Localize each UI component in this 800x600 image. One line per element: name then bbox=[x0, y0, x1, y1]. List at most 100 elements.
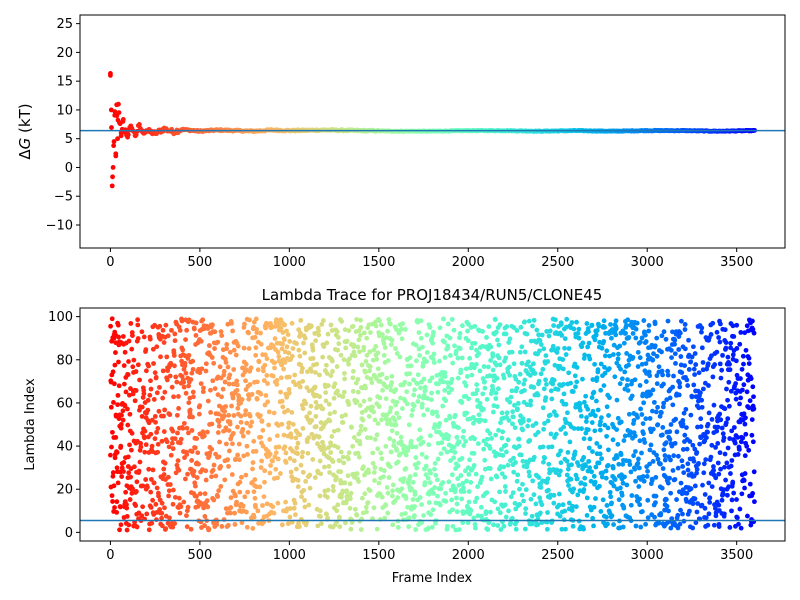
lambda-point bbox=[379, 417, 384, 423]
lambda-point bbox=[419, 502, 424, 507]
lambda-point bbox=[747, 481, 753, 487]
lambda-point bbox=[578, 480, 584, 486]
lambda-point bbox=[177, 440, 183, 446]
lambda-point bbox=[608, 494, 614, 500]
lambda-point bbox=[648, 391, 654, 397]
lambda-point bbox=[658, 461, 663, 467]
lambda-point bbox=[583, 430, 589, 436]
lambda-point bbox=[614, 455, 620, 460]
lambda-point bbox=[206, 343, 212, 348]
lambda-point bbox=[348, 490, 354, 496]
lambda-point bbox=[411, 403, 417, 409]
lambda-point bbox=[407, 474, 413, 479]
lambda-point bbox=[189, 370, 195, 376]
lambda-point bbox=[737, 341, 743, 347]
lambda-point bbox=[705, 429, 710, 435]
lambda-point bbox=[264, 320, 269, 326]
lambda-point bbox=[680, 421, 686, 427]
lambda-point bbox=[425, 475, 431, 481]
top-y-tick-label: 5 bbox=[65, 132, 73, 147]
lambda-point bbox=[201, 385, 206, 391]
lambda-point bbox=[116, 334, 122, 340]
lambda-point bbox=[512, 402, 517, 408]
lambda-point bbox=[653, 409, 659, 415]
lambda-point bbox=[684, 490, 690, 496]
lambda-point bbox=[482, 457, 488, 463]
lambda-point bbox=[139, 513, 145, 519]
lambda-point bbox=[515, 400, 521, 406]
lambda-point bbox=[178, 504, 184, 510]
lambda-point bbox=[633, 335, 639, 341]
chart-title: Lambda Trace for PROJ18434/RUN5/CLONE45 bbox=[262, 286, 603, 304]
lambda-point bbox=[124, 527, 130, 533]
lambda-point bbox=[731, 334, 737, 339]
lambda-point bbox=[574, 365, 580, 370]
lambda-point bbox=[186, 400, 192, 406]
lambda-point bbox=[644, 474, 650, 479]
lambda-point bbox=[639, 361, 645, 367]
lambda-point bbox=[457, 331, 463, 336]
lambda-point bbox=[503, 449, 509, 455]
lambda-point bbox=[227, 372, 233, 378]
lambda-point bbox=[186, 430, 191, 436]
lambda-point bbox=[424, 350, 430, 355]
lambda-point bbox=[519, 492, 525, 498]
lambda-point bbox=[380, 387, 385, 393]
lambda-point bbox=[126, 338, 132, 344]
lambda-point bbox=[302, 335, 308, 341]
lambda-point bbox=[744, 443, 750, 449]
bottom-x-tick-label: 2000 bbox=[452, 548, 485, 563]
lambda-point bbox=[575, 492, 581, 498]
lambda-point bbox=[632, 433, 638, 439]
lambda-point bbox=[372, 465, 378, 470]
lambda-point bbox=[230, 328, 236, 334]
bottom-x-tick-label: 0 bbox=[106, 548, 114, 563]
lambda-point bbox=[471, 365, 477, 371]
lambda-point bbox=[350, 443, 356, 449]
lambda-point bbox=[315, 523, 321, 529]
lambda-point bbox=[135, 322, 141, 328]
lambda-point bbox=[635, 349, 641, 355]
lambda-point bbox=[422, 388, 428, 393]
lambda-point bbox=[484, 436, 490, 442]
lambda-point bbox=[738, 525, 744, 531]
lambda-point bbox=[328, 442, 334, 448]
lambda-point bbox=[521, 381, 527, 387]
lambda-point bbox=[337, 458, 343, 464]
lambda-point bbox=[159, 515, 164, 521]
lambda-point bbox=[601, 339, 607, 344]
lambda-point bbox=[670, 402, 676, 408]
lambda-point bbox=[597, 444, 603, 450]
lambda-point bbox=[637, 383, 643, 388]
lambda-point bbox=[639, 335, 645, 341]
lambda-point bbox=[191, 468, 197, 474]
lambda-point bbox=[482, 418, 488, 424]
lambda-point bbox=[718, 466, 723, 472]
lambda-point bbox=[577, 407, 583, 413]
lambda-point bbox=[255, 367, 261, 373]
lambda-point bbox=[364, 374, 370, 380]
delta-g-point bbox=[116, 110, 122, 115]
lambda-point bbox=[466, 321, 471, 327]
lambda-point bbox=[711, 467, 717, 473]
lambda-point bbox=[367, 349, 373, 355]
lambda-point bbox=[494, 362, 499, 368]
lambda-point bbox=[227, 421, 233, 427]
lambda-point bbox=[421, 376, 427, 382]
lambda-point bbox=[215, 494, 221, 499]
lambda-point bbox=[632, 377, 638, 383]
lambda-point bbox=[510, 409, 516, 415]
lambda-point bbox=[478, 504, 484, 510]
lambda-point bbox=[510, 490, 516, 496]
lambda-point bbox=[279, 398, 285, 404]
lambda-point bbox=[116, 416, 122, 422]
lambda-point bbox=[625, 317, 631, 323]
lambda-point bbox=[234, 499, 239, 505]
lambda-point bbox=[425, 396, 431, 401]
lambda-point bbox=[748, 522, 754, 528]
lambda-point bbox=[600, 497, 606, 503]
lambda-point bbox=[437, 358, 442, 364]
lambda-point bbox=[205, 504, 211, 510]
lambda-point bbox=[389, 380, 395, 385]
lambda-point bbox=[222, 379, 228, 385]
